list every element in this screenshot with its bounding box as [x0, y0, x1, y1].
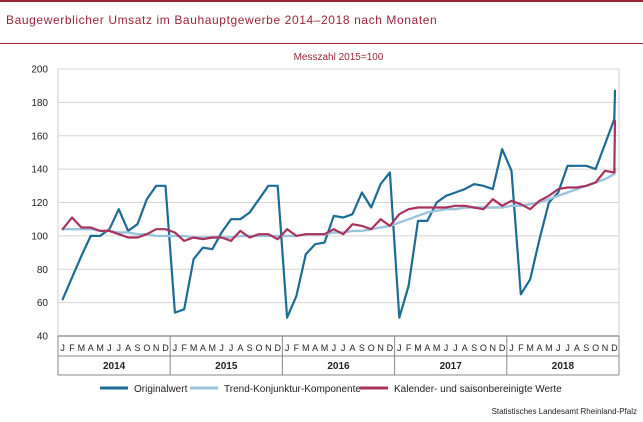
- series-line-2: [61, 167, 617, 239]
- month-tick-label: J: [219, 343, 224, 353]
- year-label: 2014: [103, 361, 126, 372]
- month-tick-label: J: [397, 343, 402, 353]
- y-tick-label: 180: [31, 98, 48, 109]
- legend-label-1: Originalwert: [134, 384, 188, 395]
- month-tick-label: J: [453, 343, 458, 353]
- month-tick-label: N: [602, 343, 609, 353]
- month-tick-label: J: [60, 343, 65, 353]
- month-tick-label: O: [143, 343, 150, 353]
- y-tick-label: 140: [31, 165, 48, 176]
- top-rule: [0, 0, 643, 2]
- month-tick-label: A: [125, 343, 131, 353]
- legend-label-2: Trend-Konjunktur-Komponente: [224, 384, 361, 395]
- month-tick-label: A: [462, 343, 468, 353]
- month-tick-label: F: [69, 343, 75, 353]
- month-tick-label: O: [368, 343, 375, 353]
- month-tick-label: M: [433, 343, 441, 353]
- month-tick-label: J: [173, 343, 178, 353]
- month-tick-label: M: [209, 343, 217, 353]
- year-label: 2016: [327, 361, 350, 372]
- month-tick-label: D: [274, 343, 281, 353]
- month-tick-label: M: [96, 343, 104, 353]
- month-tick-label: A: [88, 343, 94, 353]
- month-tick-label: M: [414, 343, 422, 353]
- month-tick-label: F: [294, 343, 300, 353]
- month-tick-label: M: [78, 343, 86, 353]
- month-tick-label: M: [526, 343, 534, 353]
- month-tick-label: J: [556, 343, 561, 353]
- y-tick-label: 200: [31, 65, 48, 76]
- month-tick-label: J: [117, 343, 122, 353]
- month-tick-label: F: [518, 343, 524, 353]
- month-tick-label: N: [265, 343, 272, 353]
- month-tick-label: S: [583, 343, 589, 353]
- month-tick-label: N: [490, 343, 497, 353]
- chart-subtitle: Messzahl 2015=100: [294, 52, 384, 63]
- header-divider: [0, 43, 643, 44]
- month-tick-label: O: [592, 343, 599, 353]
- month-tick-label: J: [509, 343, 514, 353]
- month-tick-label: O: [256, 343, 263, 353]
- month-tick-label: J: [107, 343, 112, 353]
- month-tick-label: D: [499, 343, 506, 353]
- month-tick-label: A: [350, 343, 356, 353]
- month-tick-label: A: [537, 343, 543, 353]
- month-tick-label: J: [341, 343, 346, 353]
- month-tick-label: D: [162, 343, 169, 353]
- y-tick-label: 100: [31, 231, 48, 242]
- month-tick-label: S: [134, 343, 140, 353]
- month-tick-label: D: [611, 343, 618, 353]
- year-label: 2017: [440, 361, 463, 372]
- month-tick-label: J: [565, 343, 570, 353]
- month-tick-label: F: [181, 343, 187, 353]
- source-note: Statistisches Landesamt Rheinland-Pfalz: [491, 407, 637, 416]
- month-tick-label: N: [153, 343, 160, 353]
- month-tick-label: A: [237, 343, 243, 353]
- series-line-3: [61, 119, 617, 242]
- month-tick-label: A: [574, 343, 580, 353]
- month-tick-label: M: [545, 343, 553, 353]
- month-tick-label: A: [200, 343, 206, 353]
- month-tick-label: M: [321, 343, 329, 353]
- y-tick-label: 160: [31, 131, 48, 142]
- y-tick-label: 120: [31, 198, 48, 209]
- month-tick-label: J: [285, 343, 290, 353]
- month-tick-label: D: [387, 343, 394, 353]
- month-tick-label: S: [247, 343, 253, 353]
- month-tick-label: A: [312, 343, 318, 353]
- month-tick-label: J: [444, 343, 449, 353]
- y-tick-label: 60: [37, 298, 49, 309]
- legend-label-3: Kalender- und saisonbereinigte Werte: [394, 384, 562, 395]
- month-tick-label: O: [480, 343, 487, 353]
- y-tick-label: 40: [37, 332, 49, 343]
- month-tick-label: J: [332, 343, 337, 353]
- month-tick-label: S: [471, 343, 477, 353]
- month-tick-label: F: [406, 343, 412, 353]
- month-tick-label: J: [229, 343, 234, 353]
- month-tick-label: M: [302, 343, 310, 353]
- year-label: 2018: [552, 361, 575, 372]
- month-tick-label: A: [424, 343, 430, 353]
- y-tick-label: 80: [37, 265, 49, 276]
- month-tick-label: S: [359, 343, 365, 353]
- year-label: 2015: [215, 361, 238, 372]
- series-line-1: [61, 89, 617, 319]
- month-tick-label: N: [377, 343, 384, 353]
- chart-title: Baugewerblicher Umsatz im Bauhauptgewerb…: [6, 13, 438, 27]
- month-tick-label: M: [190, 343, 198, 353]
